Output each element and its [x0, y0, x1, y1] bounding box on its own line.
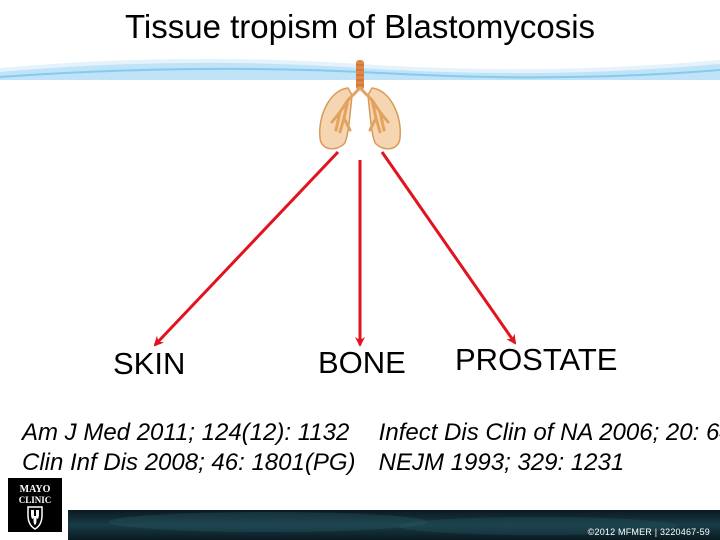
mayo-clinic-logo: MAYO CLINIC — [8, 478, 62, 532]
citation-row: Clin Inf Dis 2008; 46: 1801(PG) NEJM 199… — [22, 448, 712, 478]
label-skin: SKIN — [113, 346, 185, 382]
copyright-text: ©2012 MFMER | 3220467-59 — [588, 527, 710, 537]
arrow-skin — [155, 152, 338, 345]
citations: Am J Med 2011; 124(12): 1132 Infect Dis … — [22, 418, 712, 478]
label-bone: BONE — [318, 345, 406, 381]
logo-line1: MAYO — [20, 484, 51, 495]
arrow-prostate — [382, 152, 515, 343]
slide: Tissue tropism of Blastomycosis — [0, 0, 720, 540]
logo-line2: CLINIC — [19, 495, 52, 505]
citation-cell: Clin Inf Dis 2008; 46: 1801(PG) — [22, 448, 372, 478]
citation-cell: Am J Med 2011; 124(12): 1132 — [22, 418, 372, 448]
citation-cell: NEJM 1993; 329: 1231 — [379, 448, 625, 478]
tropism-diagram: SKIN BONE PROSTATE — [0, 60, 720, 400]
citation-cell: Infect Dis Clin of NA 2006; 20: 645 — [379, 418, 720, 448]
citation-row: Am J Med 2011; 124(12): 1132 Infect Dis … — [22, 418, 712, 448]
slide-title: Tissue tropism of Blastomycosis — [0, 8, 720, 46]
label-prostate: PROSTATE — [455, 342, 617, 378]
